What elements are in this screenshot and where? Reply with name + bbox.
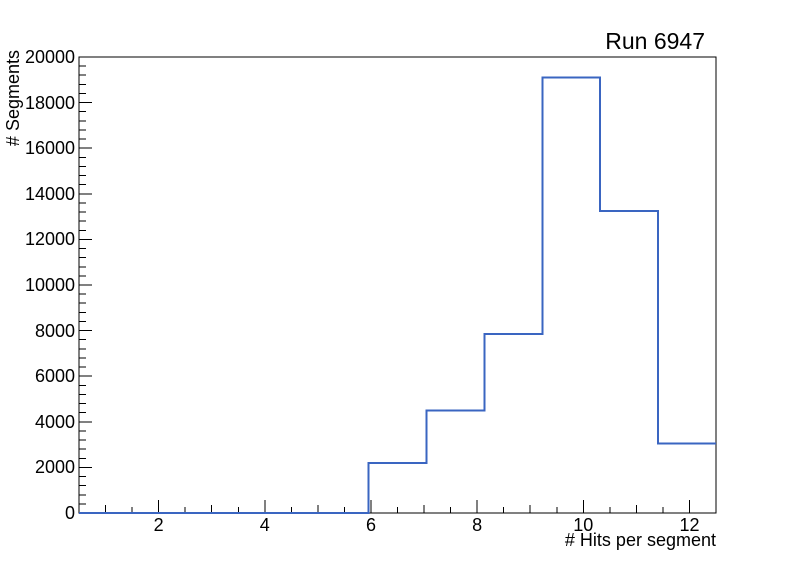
x-axis-title: # Hits per segment: [564, 530, 716, 550]
x-tick-label: 8: [472, 515, 483, 535]
x-tick-label: 4: [259, 515, 270, 535]
y-tick-label: 12000: [24, 229, 75, 250]
y-tick-label: 6000: [34, 366, 75, 387]
x-tick-label: 12: [679, 515, 700, 535]
x-tick-label: 10: [573, 515, 594, 535]
y-tick-label: 16000: [24, 138, 75, 159]
x-tick-label: 2: [153, 515, 164, 535]
y-tick-label: 10000: [24, 275, 75, 295]
y-tick-label: 2000: [34, 457, 75, 478]
plot-frame: [78, 56, 717, 514]
y-tick-label: 14000: [24, 183, 75, 204]
histogram-line: [79, 76, 716, 514]
y-tick-label: 0: [64, 503, 75, 523]
y-tick-label: 18000: [24, 92, 75, 113]
plot-title: Run 6947: [605, 28, 705, 54]
y-tick-label: 8000: [34, 320, 75, 341]
y-tick-label: 4000: [34, 411, 75, 432]
x-tick-label: 6: [365, 515, 376, 535]
y-tick-label: 20000: [24, 47, 75, 67]
